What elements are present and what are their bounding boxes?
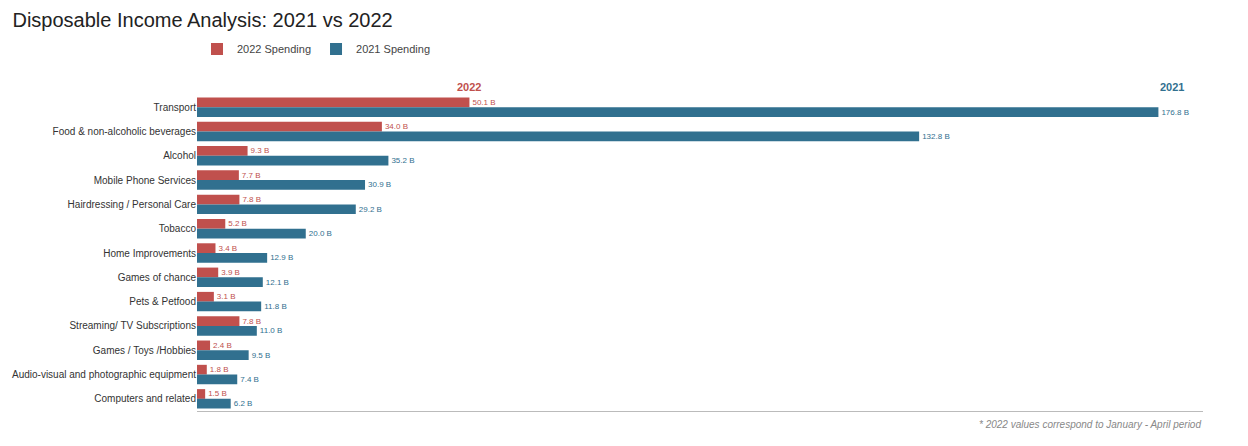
svg-text:9.3 B: 9.3 B (251, 146, 270, 155)
svg-text:34.0 B: 34.0 B (385, 122, 408, 131)
svg-text:Games of chance: Games of chance (118, 272, 197, 283)
svg-text:Alcohol: Alcohol (163, 150, 196, 161)
svg-text:Transport: Transport (154, 102, 197, 113)
svg-text:Disposable Income Analysis: 20: Disposable Income Analysis: 2021 vs 2022 (12, 9, 392, 31)
svg-text:Games / Toys /Hobbies: Games / Toys /Hobbies (93, 345, 196, 356)
svg-text:35.2 B: 35.2 B (391, 156, 414, 165)
svg-text:3.9 B: 3.9 B (221, 268, 240, 277)
svg-text:7.7 B: 7.7 B (242, 171, 261, 180)
svg-text:Computers and related: Computers and related (94, 393, 196, 404)
svg-text:12.9 B: 12.9 B (270, 253, 293, 262)
svg-text:3.4 B: 3.4 B (218, 244, 237, 253)
svg-text:Streaming/ TV Subscriptions: Streaming/ TV Subscriptions (69, 320, 196, 331)
svg-text:30.9 B: 30.9 B (368, 180, 391, 189)
svg-text:Hairdressing / Personal Care: Hairdressing / Personal Care (68, 199, 197, 210)
svg-text:7.8 B: 7.8 B (242, 195, 261, 204)
svg-text:11.8 B: 11.8 B (264, 302, 287, 311)
svg-text:7.8 B: 7.8 B (242, 317, 261, 326)
svg-text:20.0 B: 20.0 B (309, 229, 332, 238)
svg-text:Pets & Petfood: Pets & Petfood (129, 296, 196, 307)
svg-text:* 2022 values correspond to Ja: * 2022 values correspond to January - Ap… (979, 419, 1201, 430)
svg-text:Mobile Phone Services: Mobile Phone Services (94, 175, 196, 186)
svg-text:2021: 2021 (1160, 81, 1184, 93)
svg-text:176.8 B: 176.8 B (1161, 108, 1189, 117)
svg-text:6.2 B: 6.2 B (234, 399, 253, 408)
svg-text:29.2 B: 29.2 B (359, 205, 382, 214)
svg-text:Audio-visual and photographic: Audio-visual and photographic equipment (12, 369, 196, 380)
svg-text:2022: 2022 (457, 81, 481, 93)
svg-text:50.1 B: 50.1 B (472, 98, 495, 107)
svg-text:Home Improvements: Home Improvements (103, 248, 196, 259)
svg-text:12.1 B: 12.1 B (266, 278, 289, 287)
svg-text:5.2 B: 5.2 B (228, 219, 247, 228)
svg-text:2022 Spending: 2022 Spending (237, 43, 311, 55)
svg-text:2021 Spending: 2021 Spending (356, 43, 430, 55)
svg-text:7.4 B: 7.4 B (240, 375, 259, 384)
svg-text:Food & non-alcoholic beverages: Food & non-alcoholic beverages (53, 126, 196, 137)
svg-text:Tobacco: Tobacco (159, 223, 197, 234)
svg-text:132.8 B: 132.8 B (922, 132, 950, 141)
svg-text:11.0 B: 11.0 B (260, 326, 283, 335)
svg-text:9.5 B: 9.5 B (252, 351, 271, 360)
svg-text:1.5 B: 1.5 B (208, 389, 227, 398)
svg-text:3.1 B: 3.1 B (217, 292, 236, 301)
svg-text:1.8 B: 1.8 B (210, 365, 229, 374)
svg-text:2.4 B: 2.4 B (213, 341, 232, 350)
